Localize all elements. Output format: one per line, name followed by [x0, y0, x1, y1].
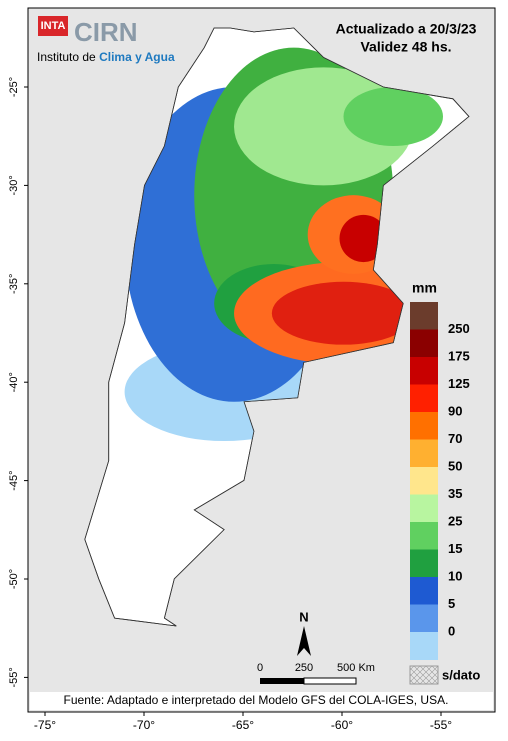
scale-labels: 0 250 500 Km: [257, 662, 375, 674]
north-label: N: [299, 609, 308, 624]
logo-box: [38, 16, 68, 36]
lon-label: -65°: [232, 718, 254, 732]
legend-swatch: [410, 384, 438, 413]
footer-bg: [30, 692, 493, 710]
footer: Fuente: Adaptado e interpretado del Mode…: [64, 693, 449, 707]
subtitle-plain: Instituto de: [37, 50, 96, 64]
subtitle: Instituto de Clima y Agua: [37, 50, 175, 64]
legend-swatch: [410, 412, 438, 440]
no-data-swatch: [409, 665, 439, 685]
legend-swatch: [410, 577, 438, 605]
lon-label: -70°: [133, 718, 155, 732]
legend-label: 25: [448, 513, 462, 528]
argentina-border: [84, 27, 470, 627]
legend-swatch: [410, 467, 438, 495]
axes: -25° -30° -35° -40° -45° -50° -55° -75° -70° -65°…: [8, 77, 452, 732]
legend-swatch: [410, 604, 438, 633]
lat-label: -50°: [8, 569, 20, 589]
legend-label: 250: [448, 321, 470, 336]
scale-bar-black: [260, 678, 304, 684]
lon-label: -55°: [430, 718, 452, 732]
rain-area: [271, 281, 416, 345]
lon-label: -60°: [331, 718, 353, 732]
lat-label: -35°: [8, 274, 20, 294]
scale-label: 0: [257, 662, 263, 674]
legend-swatch: [410, 302, 438, 330]
precipitation-field: [124, 47, 453, 442]
legend-label: 90: [448, 403, 462, 418]
legend-swatch: [410, 439, 438, 468]
legend-label: 50: [448, 458, 462, 473]
legend-swatch: [410, 357, 438, 385]
legend-label: 5: [448, 596, 455, 611]
legend-swatch: [410, 494, 438, 523]
brand: CIRN: [74, 17, 138, 47]
lat-label: -25°: [8, 77, 20, 97]
legend-label: 35: [448, 486, 462, 501]
legend-unit: mm: [412, 280, 437, 296]
validity: Validez 48 hs.: [360, 39, 451, 55]
legend-swatch: [410, 329, 438, 358]
rain-area: [343, 87, 443, 147]
legend-label: 125: [448, 376, 470, 391]
lat-label: -30°: [8, 175, 20, 195]
rain-area: [339, 214, 388, 263]
lat-label: -55°: [8, 667, 20, 687]
lon-label: -75°: [34, 718, 56, 732]
lat-label: -40°: [8, 372, 20, 392]
legend-label: 15: [448, 541, 462, 556]
scale-label: 500 Km: [337, 662, 375, 674]
north-arrow: [297, 626, 311, 656]
legend-label: 0: [448, 623, 455, 638]
lat-label: -45°: [8, 470, 20, 490]
updated: Actualizado a 20/3/23: [336, 21, 477, 37]
scale-bar-white: [303, 677, 357, 685]
scale-label: 250: [295, 662, 313, 674]
legend-swatch: [410, 549, 438, 578]
legend-swatch: [410, 522, 438, 550]
legend-label: 70: [448, 431, 462, 446]
no-data-label: s/dato: [442, 667, 480, 682]
legend-label: 10: [448, 568, 462, 583]
subtitle-highlight: Clima y Agua: [99, 50, 175, 64]
legend-swatch: [410, 632, 438, 660]
legend-label: 175: [448, 348, 470, 363]
logo: INTA: [41, 20, 66, 32]
